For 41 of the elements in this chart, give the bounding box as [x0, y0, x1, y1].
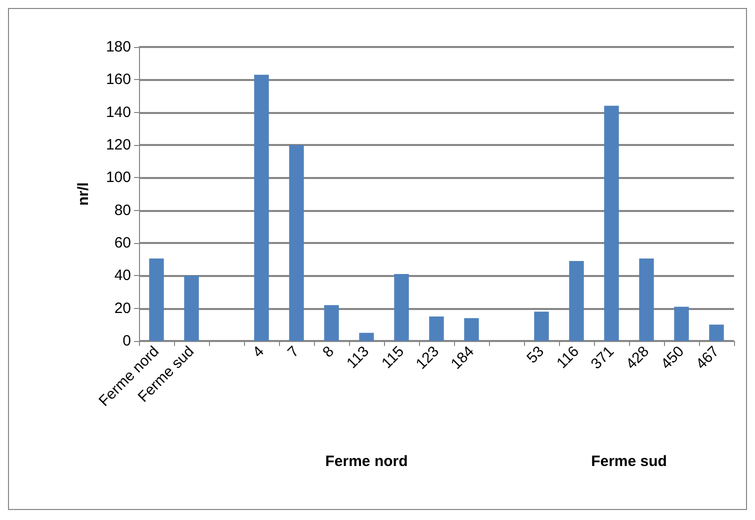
y-tick-label: 100 — [106, 169, 131, 186]
y-axis-title: nr/l — [75, 182, 92, 206]
bar — [709, 324, 724, 341]
x-tick-label: 113 — [344, 342, 373, 372]
x-tick-label: 428 — [622, 342, 653, 373]
y-tick-label: 160 — [106, 71, 131, 88]
y-tick-label: 180 — [106, 38, 131, 56]
bar — [149, 258, 164, 341]
bar — [289, 145, 304, 341]
x-tick-label: 115 — [378, 342, 408, 372]
x-tick-label: 4 — [250, 342, 268, 361]
y-tick-label: 20 — [114, 300, 131, 317]
x-tick-label: 53 — [524, 342, 548, 367]
text: Ferme nord — [325, 453, 408, 470]
bar — [464, 318, 479, 341]
y-tick-label: 40 — [114, 267, 131, 284]
text: Ferme sud — [591, 453, 667, 470]
bar — [429, 316, 444, 341]
bar — [394, 274, 409, 341]
bar — [674, 306, 689, 341]
y-tick-label: 0 — [122, 332, 131, 350]
bar — [254, 74, 269, 341]
x-tick-label: 450 — [658, 342, 688, 373]
bar — [604, 106, 619, 341]
bar — [324, 305, 339, 341]
y-tick-label: 80 — [114, 202, 131, 219]
y-tick-label: 140 — [106, 104, 131, 121]
bar — [359, 332, 374, 341]
bar — [534, 312, 549, 341]
x-tick-label: 123 — [412, 342, 443, 373]
x-tick-label: 8 — [320, 342, 338, 361]
x-tick-label: 7 — [284, 342, 303, 361]
x-tick-label: 184 — [448, 342, 478, 373]
x-tick-label: 371 — [588, 342, 618, 373]
bar — [639, 258, 654, 341]
y-tick-label: 60 — [114, 234, 131, 252]
bar — [569, 260, 584, 341]
bar — [184, 276, 199, 341]
y-tick-label: 120 — [106, 136, 131, 154]
x-tick-label: 467 — [692, 342, 723, 373]
x-tick-label: 116 — [554, 342, 583, 372]
